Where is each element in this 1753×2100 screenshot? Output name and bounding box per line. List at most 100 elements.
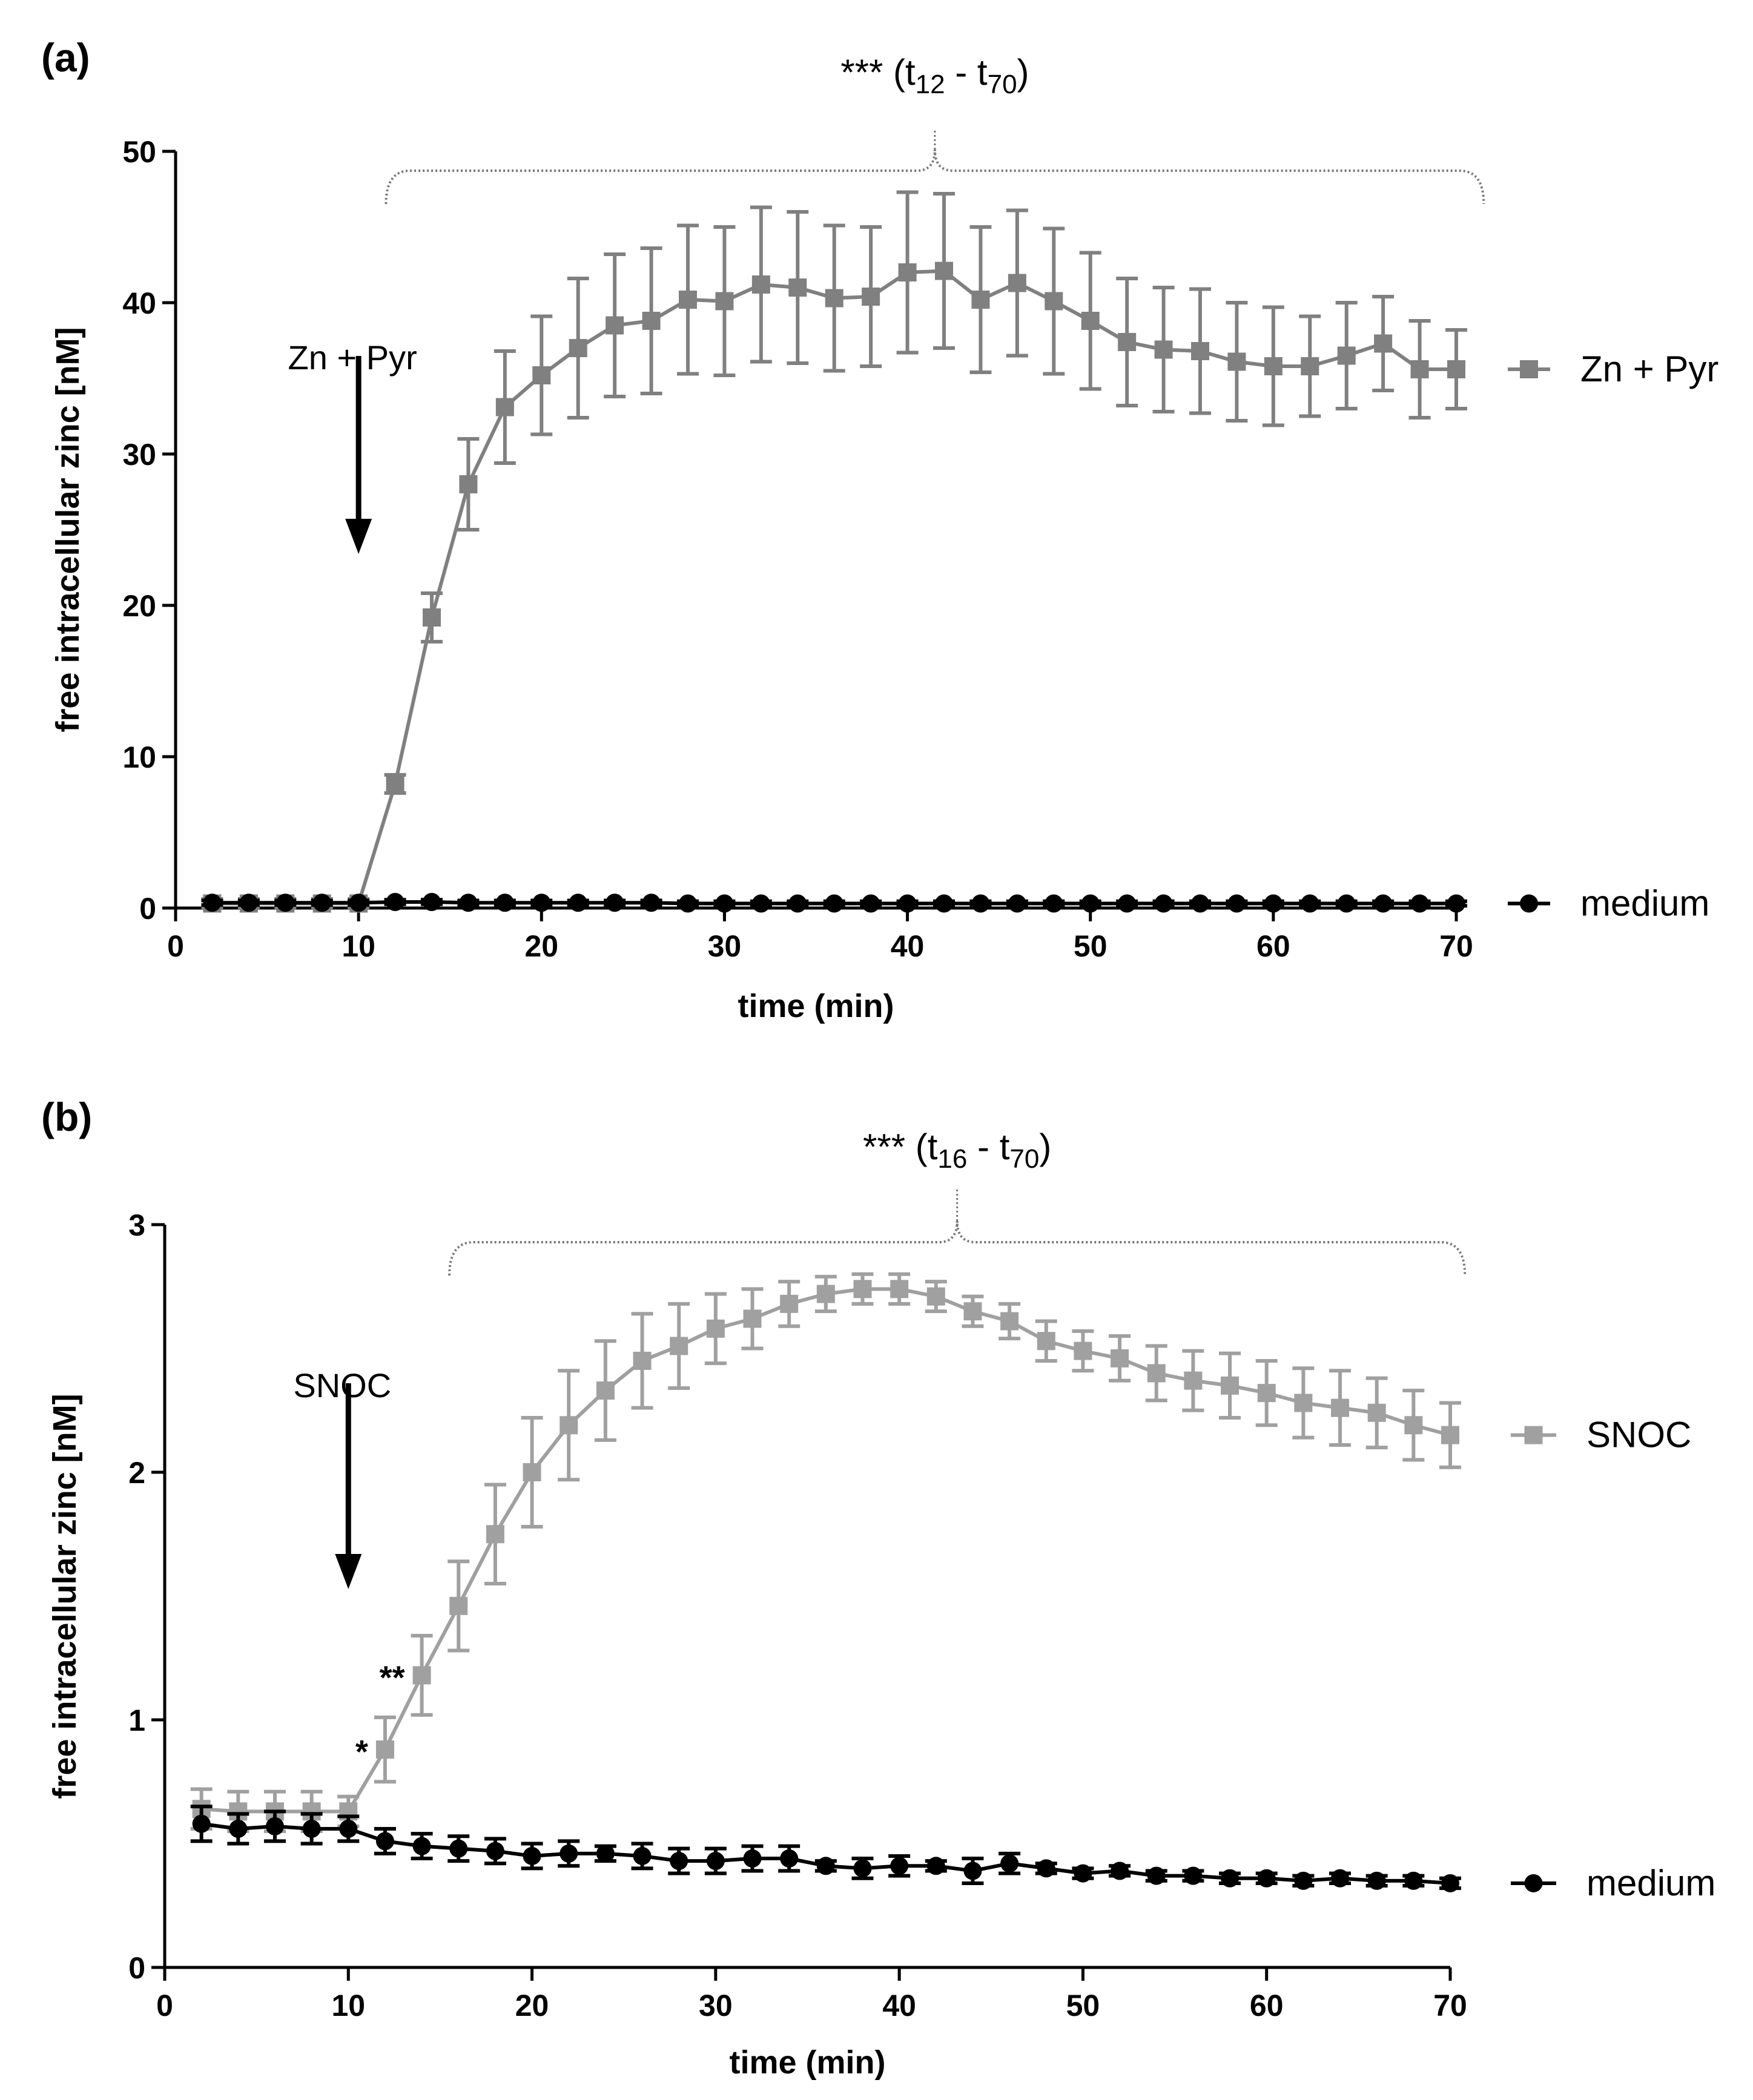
data-point [423, 608, 441, 627]
data-point [1074, 1864, 1092, 1883]
data-point [449, 1596, 468, 1615]
data-point [495, 398, 514, 416]
significance-close: ) [1039, 1127, 1051, 1167]
y-tick-label: 2 [128, 1456, 145, 1490]
legend-label: medium [1586, 1863, 1715, 1903]
significance-sub-start: 12 [916, 70, 945, 99]
data-point [816, 1857, 835, 1875]
data-point [1000, 1854, 1019, 1873]
data-point [412, 1837, 431, 1855]
data-point [780, 1849, 799, 1868]
data-point [926, 1857, 945, 1875]
data-point [349, 894, 368, 912]
panel-a-plot [201, 190, 1467, 913]
panel-a-axes: 0 10 20 30 40 50 60 70 0 10 20 30 40 50 time (min) free… [50, 135, 1473, 1024]
data-point [560, 1416, 578, 1435]
y-tick-label: 50 [122, 135, 156, 169]
data-point [560, 1844, 578, 1863]
data-point [1301, 357, 1319, 375]
significance-sub-start: 16 [937, 1144, 967, 1174]
x-tick-label: 70 [1439, 929, 1473, 963]
data-point [1081, 894, 1100, 913]
data-point [1447, 360, 1465, 378]
data-point [706, 1852, 725, 1871]
significance-stars: *** [840, 52, 883, 93]
data-point [375, 1740, 394, 1759]
x-tick-label: 40 [882, 1989, 916, 2023]
data-point [898, 263, 917, 281]
significance-close: ) [1017, 52, 1029, 93]
series-snoc [190, 1272, 1461, 1834]
data-point [1367, 1403, 1386, 1422]
y-tick-label: 10 [122, 740, 156, 774]
x-tick-label: 30 [699, 1989, 733, 2023]
data-point [1154, 894, 1173, 913]
data-point [265, 1817, 284, 1835]
data-point [459, 894, 478, 912]
significance-mid: - t [945, 52, 988, 93]
data-point [926, 1287, 945, 1306]
data-point [898, 894, 917, 913]
data-point [715, 292, 734, 311]
data-point [825, 894, 843, 913]
data-point [633, 1846, 652, 1865]
data-point [486, 1842, 504, 1860]
data-point [192, 1814, 211, 1833]
data-point [1008, 274, 1026, 292]
data-point [1184, 1866, 1203, 1885]
significance-sub-end: 70 [1009, 1144, 1039, 1174]
data-point [606, 894, 624, 912]
significance-label: *** (t12 - t70) [840, 52, 1029, 99]
panel-b-axes: 0 10 20 30 40 50 60 70 0 1 2 3 time (min) free intrac… [47, 1208, 1467, 2081]
panel-b-plot: *** [190, 1272, 1461, 1892]
data-point [853, 1859, 872, 1878]
data-point [1264, 357, 1283, 375]
x-tick-label: 20 [524, 929, 558, 963]
data-point [862, 288, 880, 306]
data-point [1374, 334, 1393, 353]
data-point [1111, 1349, 1129, 1368]
data-point [679, 894, 697, 913]
y-tick-label: 30 [122, 438, 156, 472]
data-point [276, 894, 295, 912]
data-point [1331, 1398, 1350, 1417]
data-point [596, 1381, 615, 1400]
data-point [788, 278, 807, 297]
data-point [596, 1844, 615, 1863]
data-point [935, 894, 953, 913]
panel-b-significance: *** (t16 - t70) [448, 1127, 1467, 1276]
series-medium [190, 1805, 1461, 1892]
x-axis-title: time (min) [729, 2044, 885, 2081]
data-point [633, 1351, 652, 1370]
treatment-arrow-icon [335, 1554, 362, 1589]
data-point [449, 1839, 468, 1858]
y-tick-label: 40 [122, 286, 156, 320]
data-point [751, 894, 770, 913]
data-point [1301, 894, 1319, 913]
data-point [302, 1819, 321, 1838]
data-point [1045, 292, 1063, 311]
data-point [412, 1666, 431, 1685]
data-point [1221, 1869, 1240, 1888]
x-tick-label: 40 [891, 929, 925, 963]
legend-entry: medium [1508, 883, 1709, 924]
x-tick-label: 70 [1433, 1989, 1467, 2023]
data-point [751, 275, 770, 294]
data-point [862, 894, 880, 913]
y-axis-title: free intracellular zinc [nM] [47, 1394, 83, 1799]
data-point [203, 894, 222, 912]
data-point [1191, 894, 1209, 913]
data-point [1441, 1426, 1459, 1444]
panel-a-annotation: Zn + Pyr [288, 338, 417, 554]
data-point [532, 894, 551, 912]
data-point [1404, 1416, 1423, 1435]
data-point [825, 289, 843, 308]
data-point [423, 893, 441, 911]
x-axis-title: time (min) [738, 988, 894, 1024]
legend-entry: medium [1511, 1863, 1715, 1903]
data-point [1221, 1376, 1240, 1395]
data-point [1111, 1861, 1129, 1880]
data-point [1447, 894, 1465, 913]
panel-b-legend: SNOC medium [1511, 1415, 1715, 1903]
